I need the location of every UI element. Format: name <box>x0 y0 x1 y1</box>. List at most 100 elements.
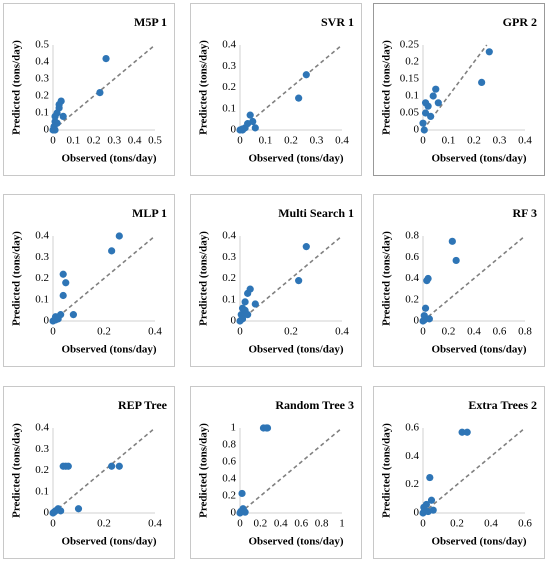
panel-border <box>373 3 545 176</box>
y-tick-label: 0.6 <box>405 422 419 434</box>
point <box>74 505 83 513</box>
point <box>238 126 247 134</box>
point <box>429 92 437 100</box>
point <box>426 473 434 482</box>
point <box>57 97 65 105</box>
y-tick-label: 0.2 <box>222 272 236 284</box>
point <box>246 111 254 119</box>
y-axis-label: Predicted (tons/day) <box>11 40 23 135</box>
y-axis-label: Predicted (tons/day) <box>11 423 23 518</box>
point <box>238 489 246 498</box>
panel: Multi Search 1 Observed (tons/day) Predict… <box>190 194 362 367</box>
x-tick-label: 0.3 <box>493 135 507 147</box>
y-tick-label: 0.8 <box>405 230 419 242</box>
point <box>96 89 104 97</box>
chart-title: GPR 2 <box>503 15 537 29</box>
y-axis-label: Predicted (tons/day) <box>381 423 393 518</box>
y-tick-label: 0.1 <box>35 293 49 305</box>
x-tick-label: 0.4 <box>467 326 481 338</box>
x-tick-label: 0.2 <box>467 135 481 147</box>
x-tick-label: 0.6 <box>493 326 507 338</box>
x-axis-label: Observed (tons/day) <box>61 344 156 356</box>
x-tick-label: 0.6 <box>518 518 532 530</box>
panel-border <box>3 386 175 559</box>
y-tick-label: 0.6 <box>222 456 236 468</box>
y-axis-label: Predicted (tons/day) <box>381 40 393 135</box>
chart-title: Random Tree 3 <box>275 398 354 412</box>
x-tick-label: 0.2 <box>442 326 456 338</box>
panel: M5P 1 Observed (tons/day) Predicted (tons/… <box>3 3 175 176</box>
y-tick-label: 0.4 <box>35 422 49 434</box>
y-tick-label: 0.1 <box>35 485 49 497</box>
y-tick-label: 0.3 <box>222 251 236 263</box>
x-tick-label: 0.2 <box>284 135 298 147</box>
point <box>241 298 249 306</box>
x-axis-label: Observed (tons/day) <box>431 536 526 548</box>
y-axis-label: Predicted (tons/day) <box>198 231 210 326</box>
x-axis-label: Observed (tons/day) <box>248 344 343 356</box>
point <box>115 232 123 240</box>
y-tick-label: 0.3 <box>35 73 49 85</box>
point <box>295 277 303 285</box>
panel: RF 3 Observed (tons/day) Predicted (tons/d… <box>373 194 545 367</box>
x-tick-label: 0 <box>420 518 426 530</box>
y-tick-label: 0.4 <box>405 450 419 462</box>
point <box>236 508 245 516</box>
x-tick-label: 0.6 <box>294 518 308 530</box>
point <box>434 99 442 107</box>
point <box>478 78 486 86</box>
point <box>55 104 63 112</box>
x-tick-label: 0.4 <box>274 518 288 530</box>
y-tick-label: 0 <box>231 315 237 327</box>
x-axis-label: Observed (tons/day) <box>431 153 526 165</box>
x-tick-label: 0.5 <box>148 135 162 147</box>
x-tick-label: 0.4 <box>518 135 532 147</box>
reference-line <box>52 427 156 514</box>
panel-border <box>190 3 362 176</box>
reference-line <box>422 427 526 514</box>
point <box>420 126 428 134</box>
x-tick-label: 0.2 <box>97 518 111 530</box>
y-axis-label: Predicted (tons/day) <box>11 231 23 326</box>
point <box>427 112 435 120</box>
point <box>424 274 432 283</box>
y-tick-label: 0 <box>231 124 237 136</box>
point <box>102 55 110 63</box>
y-tick-label: 0.4 <box>405 272 419 284</box>
point <box>115 462 123 470</box>
panel-border <box>373 194 545 367</box>
y-tick-label: 0 <box>414 124 420 136</box>
point <box>108 462 116 470</box>
y-tick-label: 0.2 <box>405 293 419 305</box>
point <box>251 124 259 132</box>
point <box>59 112 67 120</box>
y-tick-label: 0 <box>44 315 50 327</box>
reference-line <box>239 44 343 131</box>
x-tick-label: 0.1 <box>442 135 456 147</box>
point <box>421 304 430 312</box>
reference-line <box>239 427 343 514</box>
panel: Random Tree 3 Observed (tons/day) Predicte… <box>190 386 362 559</box>
panel: SVR 1 Observed (tons/day) Predicted (tons/… <box>190 3 362 176</box>
x-tick-label: 0.4 <box>128 135 142 147</box>
x-tick-label: 1 <box>339 518 345 530</box>
y-tick-label: 0.1 <box>405 90 419 102</box>
x-tick-label: 0.2 <box>450 518 464 530</box>
x-axis-label: Observed (tons/day) <box>248 153 343 165</box>
x-tick-label: 0 <box>50 135 56 147</box>
y-tick-label: 0.2 <box>35 90 49 102</box>
panel-border <box>3 3 175 176</box>
x-tick-label: 0 <box>420 135 426 147</box>
y-tick-label: 0 <box>414 507 420 519</box>
x-axis-label: Observed (tons/day) <box>248 536 343 548</box>
y-tick-label: 0.4 <box>35 230 49 242</box>
chart-title: RF 3 <box>512 206 537 220</box>
point <box>69 311 77 319</box>
chart-title: Multi Search 1 <box>278 206 354 220</box>
y-tick-label: 0.05 <box>400 107 420 119</box>
y-tick-label: 0.2 <box>35 272 49 284</box>
y-tick-label: 0.2 <box>35 464 49 476</box>
y-tick-label: 0.4 <box>222 473 236 485</box>
point <box>53 119 61 127</box>
